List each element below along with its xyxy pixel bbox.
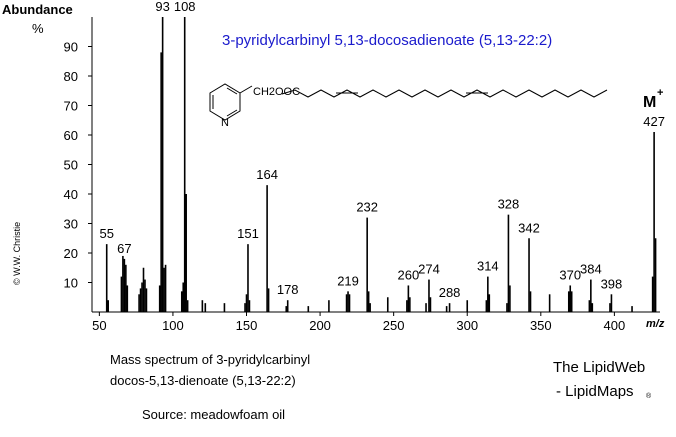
molecular-ion-charge: +	[657, 87, 663, 99]
y-axis-label: Abundance	[2, 2, 73, 17]
peak-label: 288	[439, 285, 461, 300]
structure-atom: N	[221, 117, 229, 129]
peak-label: 427	[643, 114, 665, 129]
peak-label: 232	[356, 200, 378, 215]
x-tick-label: 350	[530, 318, 552, 333]
peak-label: 342	[518, 220, 540, 235]
y-tick-label: 10	[64, 276, 78, 291]
peak-label: 108	[174, 0, 196, 14]
x-axis-label: m/z	[646, 318, 665, 330]
peak-label: 384	[580, 262, 602, 277]
y-axis-unit: %	[32, 21, 44, 36]
x-tick-label: 200	[309, 318, 331, 333]
peak-label: 328	[498, 197, 520, 212]
x-tick-label: 400	[604, 318, 626, 333]
credit-mark: ®	[646, 392, 652, 400]
chart-title: 3-pyridylcarbinyl 5,13-docosadienoate (5…	[222, 32, 552, 49]
peak-label: 219	[337, 273, 359, 288]
peak-label: 274	[418, 262, 440, 277]
x-tick-label: 50	[92, 318, 106, 333]
source: Source: meadowfoam oil	[142, 407, 285, 422]
y-tick-label: 60	[64, 128, 78, 143]
x-tick-label: 250	[383, 318, 405, 333]
y-tick-label: 50	[64, 158, 78, 173]
copyright: © W.W. Christie	[12, 222, 22, 285]
y-tick-label: 40	[64, 187, 78, 202]
structure-group: CH2OOC	[253, 86, 300, 98]
y-tick-label: 70	[64, 99, 78, 114]
peak-label: 164	[256, 167, 278, 182]
peak-label: 93	[155, 0, 169, 14]
peak-label: 55	[99, 226, 113, 241]
x-tick-label: 100	[162, 318, 184, 333]
peak-label: 398	[601, 276, 623, 291]
y-tick-label: 90	[64, 40, 78, 55]
structure	[209, 83, 608, 121]
x-tick-label: 150	[236, 318, 258, 333]
x-tick-label: 300	[456, 318, 478, 333]
peak-label: 151	[237, 226, 259, 241]
credit: The LipidWeb	[553, 359, 645, 376]
peak-label: 67	[117, 241, 131, 256]
peak-label: 370	[559, 267, 581, 282]
credit: - LipidMaps	[556, 383, 634, 400]
peak-label: 178	[277, 282, 299, 297]
y-tick-label: 30	[64, 217, 78, 232]
caption-line: docos-5,13-dienoate (5,13-22:2)	[110, 373, 296, 388]
peak-label: 314	[477, 259, 499, 274]
y-tick-label: 20	[64, 246, 78, 261]
y-tick-label: 80	[64, 69, 78, 84]
peak-label: 260	[398, 267, 420, 282]
molecular-ion: M	[643, 94, 656, 111]
caption-line: Mass spectrum of 3-pyridylcarbinyl	[110, 352, 310, 367]
